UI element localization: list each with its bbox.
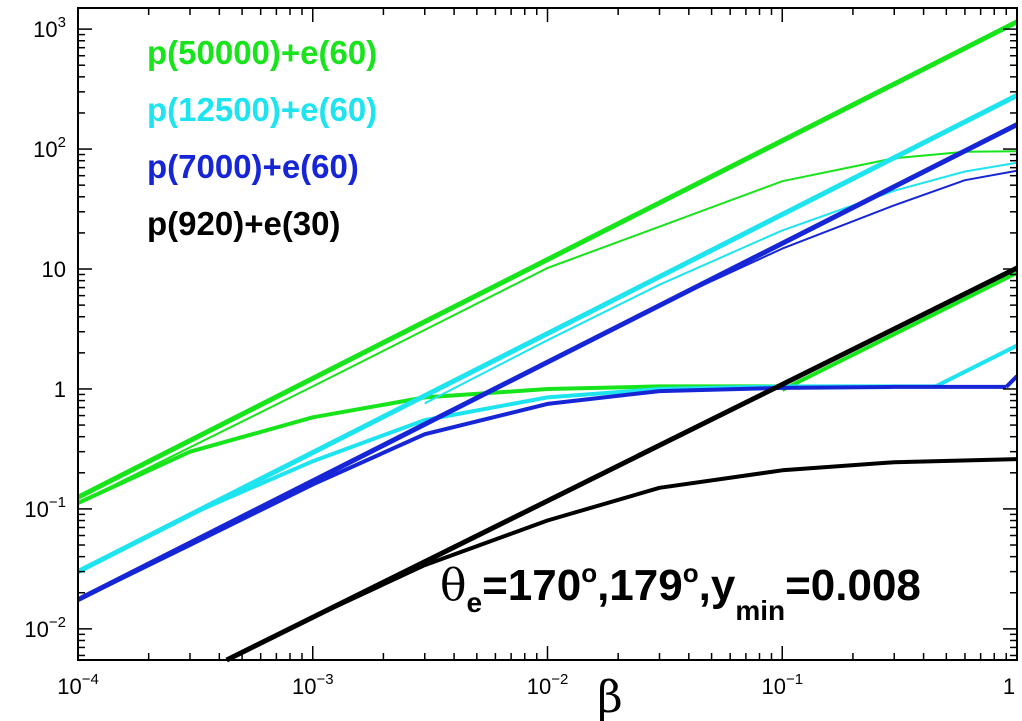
y-tick-label-2: 1 [54, 377, 66, 402]
legend-entry-3: p(920)+e(30) [147, 205, 341, 242]
x-tick-label-2: 10−2 [527, 671, 569, 699]
series-line-5 [424, 161, 1018, 405]
legend: p(50000)+e(60) p(12500)+e(60) p(7000)+e(60… [147, 34, 377, 242]
annotation-deg2: o [683, 558, 699, 588]
series-line-11 [1004, 374, 1019, 389]
x-tick-label-1: 10−3 [292, 671, 334, 699]
x-tick-label-0: 10−4 [57, 671, 99, 699]
annotation: θe=170o,179o,ymin=0.008 [440, 558, 921, 626]
x-tick-label-4: 1 [1003, 674, 1015, 699]
annotation-text1: =170 [482, 561, 581, 610]
legend-entry-1: p(12500)+e(60) [147, 91, 377, 128]
annotation-text4: =0.008 [785, 561, 921, 610]
series-line-0 [76, 19, 1019, 500]
tick-marks [77, 8, 1017, 660]
series-line-9 [547, 169, 1018, 363]
series-line-8 [76, 122, 1019, 602]
series-line-7 [934, 343, 1018, 389]
series-line-13 [225, 457, 1018, 662]
series-layer [76, 19, 1019, 663]
y-tick-label-0: 10−2 [24, 614, 66, 642]
y-tick-label-1: 10−1 [24, 494, 66, 522]
legend-entry-2: p(7000)+e(60) [147, 148, 359, 185]
y-tick-label-3: 10 [42, 257, 66, 282]
series-line-3 [781, 271, 1018, 392]
annotation-text2: ,179 [597, 561, 683, 610]
annotation-theta: θ [440, 560, 467, 611]
annotation-theta-sub: e [467, 587, 483, 618]
annotation-text3: ,y [699, 561, 736, 610]
series-line-4 [76, 93, 1019, 574]
x-axis-label: β [597, 672, 622, 721]
annotation-ymin-sub: min [735, 595, 785, 626]
annotation-deg1: o [581, 558, 597, 588]
series-line-10 [77, 384, 1007, 602]
tick-labels: 10−4 10−3 10−2 10−1 1 10−2 10−1 1 10 102 103 [24, 14, 1015, 699]
legend-entry-0: p(50000)+e(60) [147, 34, 377, 71]
y-tick-label-5: 103 [33, 14, 66, 42]
x-tick-label-3: 10−1 [761, 671, 803, 699]
y-tick-label-4: 102 [33, 134, 66, 162]
series-line-1 [77, 150, 1018, 504]
